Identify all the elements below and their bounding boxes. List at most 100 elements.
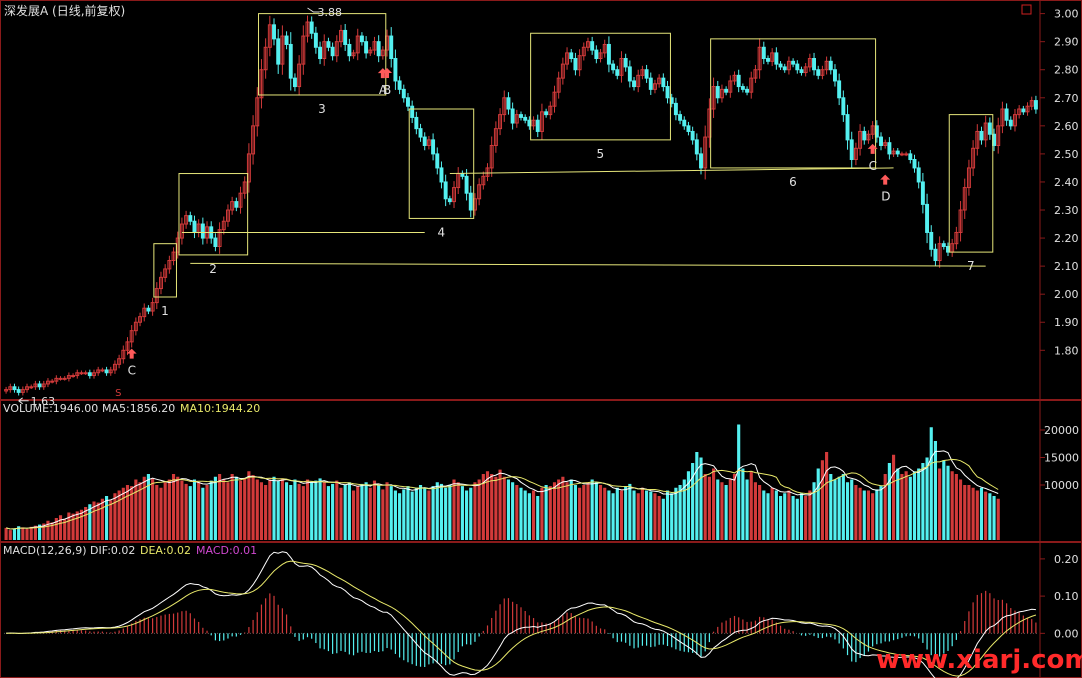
volume-bar <box>984 491 988 540</box>
volume-bar <box>297 483 301 540</box>
volume-bar <box>753 482 757 540</box>
candle <box>62 377 67 380</box>
volume-bar <box>21 527 25 540</box>
volume-bar <box>925 457 929 540</box>
candle <box>552 91 557 107</box>
volume-bar <box>670 493 674 540</box>
volume-bar <box>850 479 854 540</box>
candle <box>163 268 168 278</box>
candle <box>686 125 691 132</box>
volume-bar <box>711 468 716 540</box>
candle <box>841 97 846 116</box>
volume-bar <box>146 474 150 540</box>
volume-bar <box>176 476 180 540</box>
candle <box>724 88 729 93</box>
price-tick-label: 2.70 <box>1054 92 1079 105</box>
volume-bar <box>71 513 75 540</box>
volume-bar <box>326 486 331 540</box>
candle <box>1025 105 1030 113</box>
candle <box>292 77 297 88</box>
candle <box>4 389 9 392</box>
candle <box>544 111 549 116</box>
volume-bar <box>862 490 866 540</box>
volume-bar <box>540 487 544 540</box>
candle <box>100 369 105 372</box>
candle <box>619 58 624 76</box>
volume-bar <box>142 476 146 540</box>
volume-bar <box>762 490 766 540</box>
candle <box>715 86 720 99</box>
candle <box>862 130 867 141</box>
candle <box>816 69 821 76</box>
volume-bar <box>967 485 971 540</box>
candle <box>380 49 385 57</box>
candle <box>452 187 456 203</box>
candle <box>309 21 314 34</box>
candle <box>933 248 938 262</box>
candle <box>376 41 381 57</box>
chart-title: 深发展A (日线,前复权) <box>4 3 125 18</box>
volume-bar <box>678 485 682 540</box>
candle <box>690 130 695 141</box>
volume-bar <box>209 480 213 540</box>
settings-icon[interactable] <box>1021 4 1032 15</box>
arrow-label: D <box>881 190 890 204</box>
volume-bar <box>787 490 791 540</box>
volume-bar <box>820 460 824 540</box>
pattern-box-label: 1 <box>161 304 169 318</box>
volume-ma10-label: MA10:1944.20 <box>180 402 260 415</box>
candle <box>179 223 184 239</box>
candle <box>397 80 402 90</box>
candle <box>673 102 678 116</box>
candle <box>1000 108 1005 127</box>
candle <box>925 203 930 233</box>
candle <box>1029 100 1034 107</box>
candle <box>665 86 670 99</box>
candle <box>962 187 967 211</box>
volume-bar <box>573 485 577 540</box>
volume-bar <box>385 482 389 540</box>
volume-bar <box>171 474 176 540</box>
candle <box>523 116 528 121</box>
volume-bar <box>795 498 799 540</box>
volume-bar <box>519 487 523 540</box>
candle <box>238 192 243 208</box>
volume-bar <box>979 487 984 540</box>
high-label: 3.88 <box>318 6 343 19</box>
volume-bar <box>825 452 829 540</box>
price-tick-label: 2.60 <box>1054 120 1079 133</box>
candle <box>916 167 921 183</box>
volume-bar <box>226 482 230 540</box>
volume-bar <box>892 454 896 540</box>
volume-bar <box>4 527 8 540</box>
volume-bar <box>58 515 63 540</box>
candle <box>954 231 959 245</box>
volume-bar <box>12 528 17 540</box>
arrow-icon <box>382 68 393 79</box>
volume-bar <box>343 485 347 540</box>
candle <box>1008 119 1013 127</box>
volume-tick-label: 10000 <box>1044 479 1079 492</box>
candle <box>502 97 507 116</box>
candle <box>171 251 176 262</box>
support-line <box>190 262 986 267</box>
volume-bar <box>552 482 557 540</box>
candle <box>401 88 406 99</box>
volume-bar <box>720 482 724 540</box>
volume-bar <box>640 487 644 540</box>
pattern-box-label: 2 <box>209 262 217 276</box>
volume-bar <box>523 490 527 540</box>
candle <box>54 377 59 382</box>
volume-bar <box>778 496 783 540</box>
volume-bar <box>477 479 481 540</box>
volume-bar <box>259 482 264 540</box>
volume-bar <box>444 487 448 540</box>
pattern-box <box>948 114 994 253</box>
volume-ma5-label: MA5:1856.20 <box>102 402 175 415</box>
volume-bar <box>933 441 938 540</box>
volume-bar <box>293 479 297 540</box>
volume-bar <box>716 479 720 540</box>
volume-bar <box>841 474 845 540</box>
volume-bar <box>125 485 130 540</box>
